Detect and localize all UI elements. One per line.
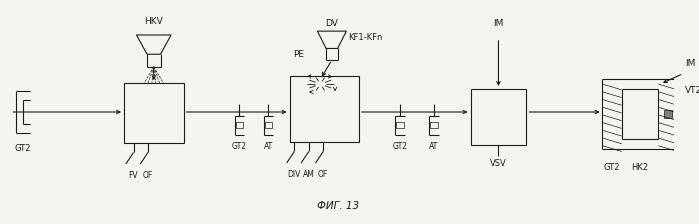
Text: IM: IM: [685, 59, 696, 68]
Text: GT2: GT2: [604, 163, 620, 172]
Text: GT2: GT2: [232, 142, 247, 151]
Text: DV: DV: [326, 19, 338, 28]
Text: VT2: VT2: [685, 86, 699, 95]
Text: AM: AM: [303, 170, 315, 179]
Bar: [470, 89, 526, 145]
Bar: [396, 122, 404, 128]
Polygon shape: [136, 35, 171, 54]
Text: GT2: GT2: [393, 142, 408, 151]
Bar: [664, 110, 672, 118]
Bar: [124, 83, 184, 143]
Text: AT: AT: [264, 142, 273, 151]
Bar: [289, 76, 359, 142]
Text: KF1-KFn: KF1-KFn: [348, 33, 382, 42]
Polygon shape: [317, 31, 346, 48]
Text: VSV: VSV: [490, 159, 507, 168]
Bar: [430, 122, 438, 128]
Text: HKV: HKV: [145, 17, 163, 26]
Text: OF: OF: [143, 171, 153, 180]
Bar: [236, 122, 243, 128]
Text: AT: AT: [429, 142, 438, 151]
Text: OF: OF: [318, 170, 329, 179]
Bar: [264, 122, 272, 128]
Text: PE: PE: [294, 50, 304, 59]
Text: DIV: DIV: [288, 170, 301, 179]
Text: ФИГ. 13: ФИГ. 13: [317, 201, 359, 211]
Text: FV: FV: [129, 171, 138, 180]
Text: IM: IM: [493, 19, 504, 28]
Text: HK2: HK2: [631, 163, 649, 172]
Text: GT2: GT2: [15, 144, 31, 153]
